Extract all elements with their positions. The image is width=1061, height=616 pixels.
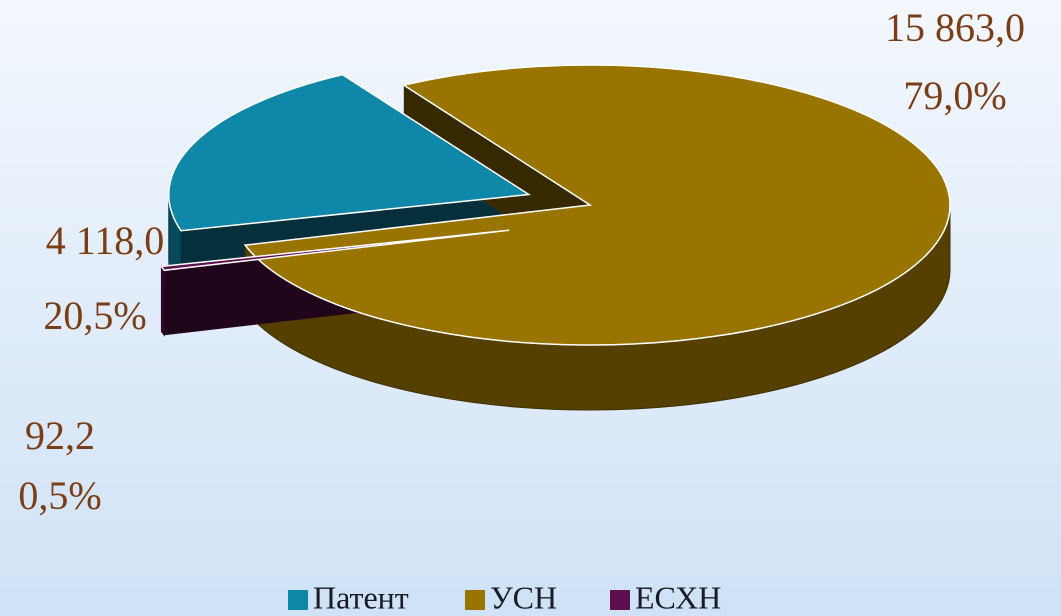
slice-side [160,264,165,337]
value-label: 15 863,0 [885,5,1025,50]
slice [243,64,951,346]
value-label: 92,2 [25,413,95,458]
percent-label: 20,5% [43,293,146,338]
legend-swatch [610,590,630,610]
legend-label: УСН [490,579,557,615]
legend-swatch [465,590,485,610]
labels: 4 118,0 20,5% 15 863,0 79,0% 92,2 0,5% [18,5,1025,518]
legend: Патент УСН ЕСХН [288,579,721,615]
slice [168,73,531,232]
legend-label: Патент [313,579,409,615]
percent-label: 0,5% [18,473,101,518]
percent-label: 79,0% [903,73,1006,118]
slice [160,229,510,272]
legend-label: ЕСХН [635,579,721,615]
legend-swatch [288,590,308,610]
pie [160,64,951,411]
value-label: 4 118,0 [46,218,165,263]
